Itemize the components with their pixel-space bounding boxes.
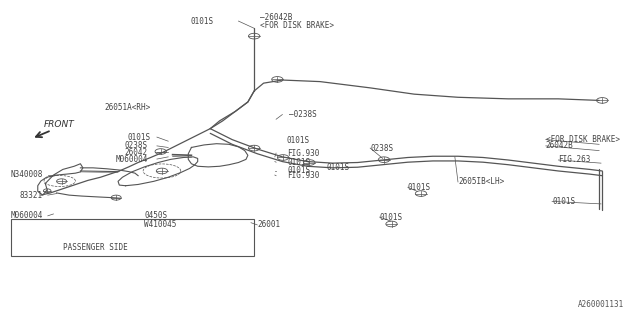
- Text: 26042: 26042: [124, 148, 148, 157]
- Text: 2605IB<LH>: 2605IB<LH>: [458, 178, 504, 187]
- Text: 83321: 83321: [20, 191, 43, 200]
- Text: 26042B: 26042B: [546, 141, 573, 150]
- Text: 0238S: 0238S: [370, 144, 394, 153]
- Text: —26042B: —26042B: [260, 13, 292, 22]
- Text: 0101S: 0101S: [380, 212, 403, 221]
- Text: 0101S: 0101S: [287, 136, 310, 145]
- Text: FIG.930: FIG.930: [287, 148, 320, 158]
- Text: 26001: 26001: [257, 220, 280, 229]
- Text: FRONT: FRONT: [44, 120, 75, 129]
- Text: M060004: M060004: [115, 155, 148, 164]
- Text: W410045: W410045: [145, 220, 177, 229]
- Text: A260001131: A260001131: [578, 300, 624, 309]
- Text: 26051A<RH>: 26051A<RH>: [104, 103, 150, 112]
- Text: 0450S: 0450S: [145, 211, 168, 220]
- Text: 0101S: 0101S: [190, 17, 213, 26]
- Text: <FOR DISK BRAKE>: <FOR DISK BRAKE>: [546, 135, 620, 144]
- Text: 0101S: 0101S: [326, 163, 349, 172]
- Text: M060004: M060004: [10, 211, 43, 220]
- Text: 0238S: 0238S: [124, 141, 148, 150]
- Text: FIG.263: FIG.263: [558, 156, 591, 164]
- Text: 0101S: 0101S: [287, 158, 310, 167]
- Text: 0101S: 0101S: [287, 166, 310, 175]
- Text: 0101S: 0101S: [127, 132, 150, 142]
- Text: <FOR DISK BRAKE>: <FOR DISK BRAKE>: [260, 21, 335, 30]
- Text: PASSENGER SIDE: PASSENGER SIDE: [63, 243, 127, 252]
- Text: N340008: N340008: [10, 170, 43, 179]
- Text: 0101S: 0101S: [552, 197, 575, 206]
- Text: —0238S: —0238S: [289, 110, 316, 119]
- Text: 0101S: 0101S: [408, 183, 431, 192]
- Text: FIG.930: FIG.930: [287, 171, 320, 180]
